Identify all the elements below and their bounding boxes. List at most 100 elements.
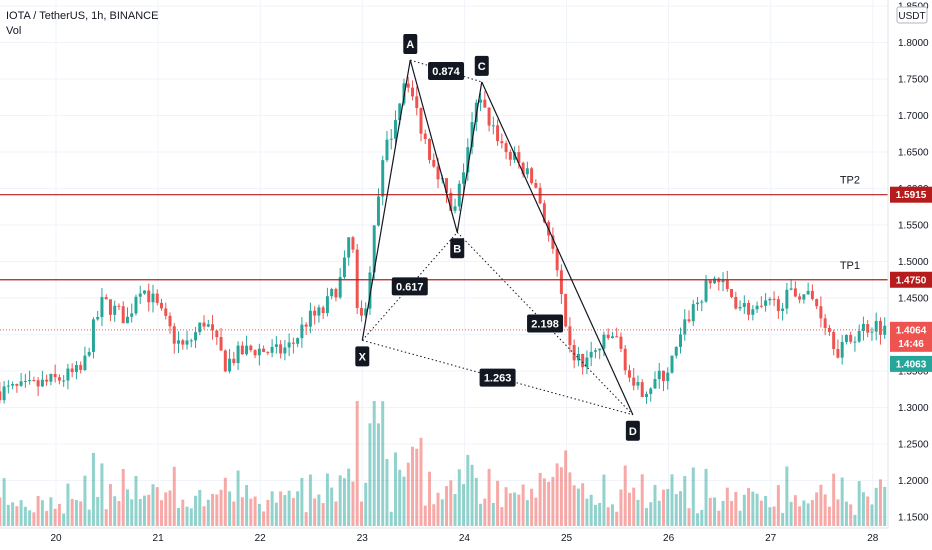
candle-body [338, 277, 342, 298]
volume-bar [610, 504, 614, 526]
candle-body [551, 235, 555, 249]
candle-body [696, 302, 700, 305]
volume-bar [585, 498, 589, 526]
volume-bar [513, 492, 517, 526]
target-price-label: 1.4750 [896, 275, 927, 286]
volume-bar [168, 490, 172, 526]
target-line-name: TP1 [840, 260, 860, 272]
candle-body [215, 330, 219, 338]
volume-bar [810, 500, 814, 526]
candle-body [802, 294, 806, 300]
volume-indicator-label[interactable]: Vol [6, 25, 22, 37]
chart-legend: IOTA / TetherUS, 1h, BINANCE Vol [6, 9, 158, 39]
volume-bar [147, 494, 151, 526]
symbol-title[interactable]: IOTA / TetherUS, 1h, BINANCE [6, 10, 159, 22]
candle-body [819, 306, 823, 319]
ratio-label: 0.874 [432, 66, 460, 78]
volume-bar [393, 452, 397, 526]
candle-body [194, 332, 198, 341]
volume-bar [321, 503, 325, 526]
candle-body [419, 108, 423, 134]
candle-body [615, 336, 619, 338]
candle-body [66, 368, 70, 381]
currency-badge[interactable]: USDT [896, 6, 928, 24]
volume-bar [104, 509, 108, 526]
bar-countdown: 14:46 [898, 339, 924, 350]
volume-bar [11, 502, 15, 526]
candle-body [798, 296, 802, 300]
volume-bar [861, 492, 865, 526]
candle-body [45, 379, 49, 382]
candle-body [151, 293, 155, 303]
price-tick-label: 1.7000 [898, 111, 929, 122]
candle-body [138, 293, 142, 297]
xabcd-pattern: 0.874 0.617 2.198 1.263 X A B C D [355, 34, 640, 441]
candle-body [521, 162, 525, 175]
ratio-label-box [479, 368, 516, 387]
candle-body [211, 324, 215, 331]
candle-body [853, 341, 857, 343]
volume-bar [878, 479, 882, 526]
volume-bar [666, 489, 670, 526]
volume-bar [36, 495, 40, 526]
volume-bar [160, 500, 163, 526]
candle-body [125, 316, 129, 324]
candle-body [283, 347, 287, 354]
volume-bar [491, 502, 495, 526]
ratio-label-box [527, 314, 564, 333]
candle-body [19, 381, 23, 386]
candle-body [462, 172, 466, 184]
volume-bar [134, 475, 138, 526]
volume-bar [398, 469, 402, 526]
volume-bar [253, 496, 257, 526]
volume-bar [713, 497, 717, 526]
volume-bar [121, 469, 125, 526]
volume-bar [649, 502, 653, 526]
volume-bar [138, 499, 142, 526]
volume-bar [640, 474, 644, 526]
candle-body [334, 288, 338, 298]
candle-body [428, 139, 432, 160]
volume-bar [368, 423, 372, 526]
candle-body [734, 297, 738, 309]
price-tags: 1.5915 1.4750 1.4064 14:46 1.4063 [890, 186, 932, 372]
pattern-point-label: D [629, 426, 637, 438]
volume-bar [747, 488, 751, 526]
time-tick-label: 27 [765, 533, 777, 544]
candle-body [538, 187, 542, 204]
volume-bar [142, 495, 146, 526]
candle-body [572, 345, 576, 361]
candle-body [313, 310, 317, 316]
candle-body [372, 225, 376, 273]
candle-body [62, 380, 66, 382]
volume-bar [100, 463, 104, 526]
grid [0, 0, 888, 528]
volume-bar [266, 499, 270, 526]
candle-body [130, 313, 134, 317]
candle-body [445, 178, 449, 193]
candle-body [359, 307, 363, 316]
price-tick-label: 1.3500 [898, 367, 929, 378]
volume-bar [49, 497, 53, 526]
candle-body [483, 99, 487, 108]
candle-body [70, 368, 74, 373]
time-tick-label: 28 [867, 533, 879, 544]
candle-body [385, 139, 389, 161]
volume-bar [772, 506, 776, 526]
volume-bar [372, 401, 376, 526]
candle-body [398, 103, 402, 121]
price-axis-panel [888, 0, 932, 528]
candle-body [721, 279, 725, 283]
candle-body [781, 308, 785, 312]
volume-bar [470, 464, 474, 526]
volume-bar [755, 493, 759, 526]
volume-bar [74, 499, 78, 526]
candle-body [738, 307, 742, 309]
pattern-point-label: B [453, 243, 461, 255]
volume-bar [240, 497, 244, 526]
candle-body [351, 237, 355, 250]
target-line-name: TP2 [840, 175, 860, 187]
volume-bar [215, 494, 219, 526]
volume-bar [87, 509, 91, 526]
